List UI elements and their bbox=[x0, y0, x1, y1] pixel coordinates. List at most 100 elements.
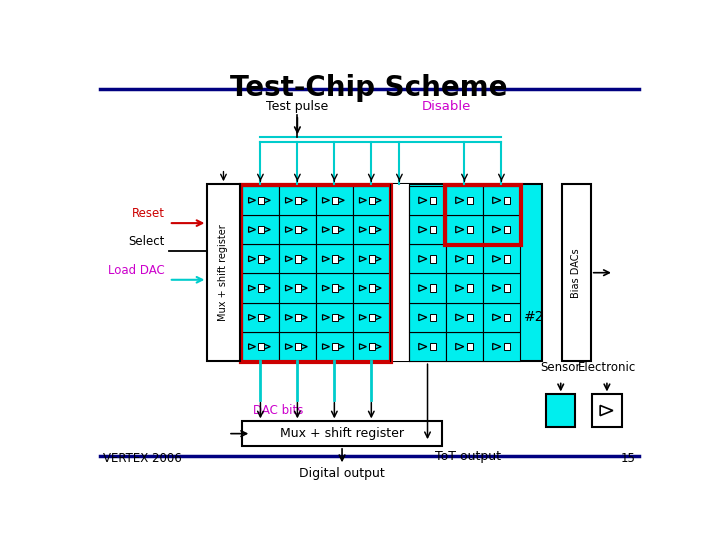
Bar bbox=[369, 197, 374, 204]
Bar bbox=[504, 226, 510, 233]
Bar bbox=[430, 314, 436, 321]
Bar bbox=[446, 303, 483, 332]
Bar bbox=[483, 244, 520, 273]
Bar bbox=[295, 314, 301, 321]
Bar bbox=[279, 273, 316, 303]
Bar bbox=[353, 244, 390, 273]
Bar bbox=[467, 285, 472, 292]
Bar bbox=[467, 226, 472, 233]
Bar bbox=[295, 197, 301, 204]
Bar bbox=[242, 332, 279, 361]
Bar bbox=[446, 215, 483, 244]
Bar bbox=[258, 285, 264, 292]
Text: ToT output: ToT output bbox=[435, 450, 501, 463]
Bar bbox=[467, 343, 472, 350]
Bar bbox=[430, 255, 436, 262]
Bar bbox=[242, 273, 279, 303]
Bar bbox=[409, 215, 446, 244]
Bar bbox=[483, 273, 520, 303]
Bar bbox=[504, 285, 510, 292]
Bar bbox=[353, 215, 390, 244]
Bar bbox=[446, 186, 483, 215]
Text: Bias DACs: Bias DACs bbox=[571, 248, 581, 298]
Text: Disable: Disable bbox=[421, 99, 471, 112]
Bar bbox=[242, 303, 279, 332]
Text: Digital output: Digital output bbox=[300, 467, 385, 480]
Bar bbox=[279, 244, 316, 273]
Bar bbox=[295, 343, 301, 350]
Bar bbox=[446, 244, 483, 273]
Text: Load DAC: Load DAC bbox=[108, 264, 165, 276]
Bar bbox=[207, 184, 240, 361]
Text: Test-Chip Scheme: Test-Chip Scheme bbox=[230, 74, 508, 102]
Bar bbox=[390, 184, 409, 361]
Bar bbox=[483, 332, 520, 361]
Bar bbox=[332, 314, 338, 321]
Bar bbox=[353, 186, 390, 215]
Bar bbox=[316, 332, 353, 361]
Text: 15: 15 bbox=[621, 452, 636, 465]
Bar bbox=[483, 186, 520, 215]
Bar bbox=[483, 215, 520, 244]
Bar bbox=[258, 226, 264, 233]
Bar bbox=[258, 314, 264, 321]
Bar bbox=[504, 197, 510, 204]
Bar bbox=[369, 314, 374, 321]
Bar bbox=[504, 343, 510, 350]
Bar bbox=[332, 255, 338, 262]
Text: DAC bits: DAC bits bbox=[253, 403, 303, 416]
Bar bbox=[353, 273, 390, 303]
Bar bbox=[242, 215, 279, 244]
Bar bbox=[353, 303, 390, 332]
Text: Test pulse: Test pulse bbox=[266, 99, 328, 112]
Bar bbox=[409, 303, 446, 332]
Bar bbox=[430, 197, 436, 204]
Bar bbox=[295, 226, 301, 233]
Bar bbox=[369, 285, 374, 292]
Bar bbox=[409, 244, 446, 273]
Bar bbox=[241, 185, 390, 362]
Bar bbox=[409, 186, 446, 215]
Bar bbox=[430, 343, 436, 350]
Bar bbox=[258, 343, 264, 350]
Bar bbox=[430, 285, 436, 292]
Bar bbox=[316, 186, 353, 215]
Bar bbox=[369, 255, 374, 262]
Text: Electronic: Electronic bbox=[578, 361, 636, 374]
Bar bbox=[353, 332, 390, 361]
Text: Sensor: Sensor bbox=[541, 361, 581, 374]
Bar bbox=[258, 197, 264, 204]
Bar bbox=[446, 332, 483, 361]
Bar bbox=[546, 394, 575, 427]
Bar bbox=[279, 332, 316, 361]
Bar bbox=[504, 255, 510, 262]
Bar bbox=[295, 285, 301, 292]
Text: #2: #2 bbox=[523, 310, 544, 325]
Bar bbox=[332, 343, 338, 350]
Bar bbox=[446, 273, 483, 303]
Bar bbox=[562, 184, 590, 361]
Bar bbox=[409, 332, 446, 361]
Bar bbox=[316, 244, 353, 273]
Text: Mux + shift register: Mux + shift register bbox=[218, 224, 228, 321]
Bar bbox=[242, 244, 279, 273]
Bar bbox=[369, 343, 374, 350]
Bar bbox=[242, 186, 279, 215]
Text: Mux + shift register: Mux + shift register bbox=[280, 427, 404, 440]
Bar bbox=[409, 273, 446, 303]
Bar bbox=[467, 197, 472, 204]
Bar bbox=[316, 215, 353, 244]
Bar bbox=[332, 197, 338, 204]
Bar bbox=[332, 285, 338, 292]
Bar bbox=[593, 394, 621, 427]
Bar bbox=[316, 303, 353, 332]
Bar bbox=[467, 255, 472, 262]
Bar bbox=[279, 186, 316, 215]
Bar bbox=[279, 303, 316, 332]
Bar bbox=[483, 303, 520, 332]
Text: VERTEX 2006: VERTEX 2006 bbox=[102, 452, 181, 465]
Bar bbox=[430, 226, 436, 233]
Text: Reset: Reset bbox=[132, 207, 165, 220]
Bar bbox=[258, 255, 264, 262]
Bar bbox=[279, 215, 316, 244]
